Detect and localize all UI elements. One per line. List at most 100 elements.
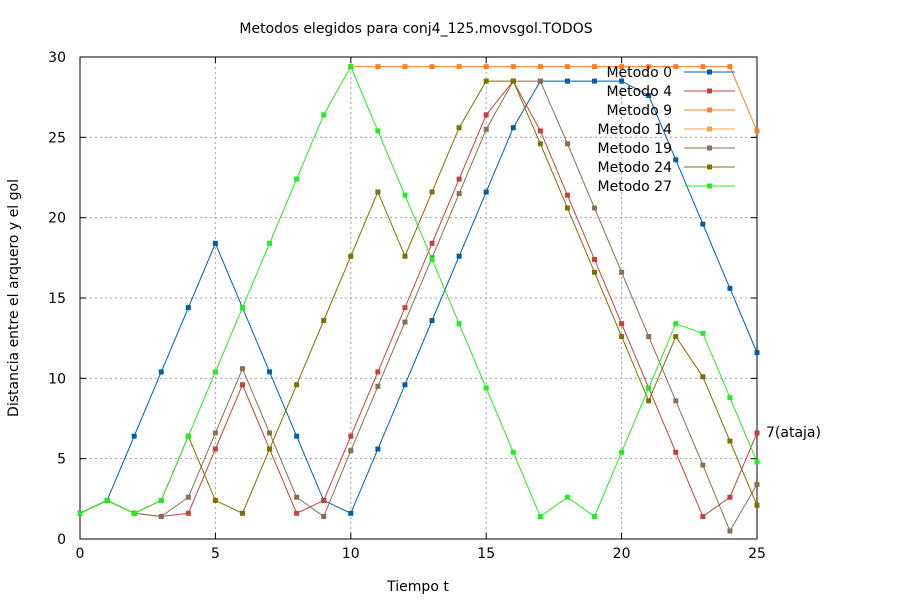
legend-label: Metodo 19 xyxy=(598,141,672,157)
data-point xyxy=(483,189,489,195)
data-point xyxy=(375,369,381,375)
data-point xyxy=(267,369,273,375)
legend-entry: Metodo 0 xyxy=(606,65,735,81)
data-point xyxy=(429,189,435,195)
chart-title: Metodos elegidos para conj4_125.movsgol.… xyxy=(239,21,592,37)
data-point xyxy=(239,366,245,372)
data-point xyxy=(700,462,706,468)
data-point xyxy=(77,510,83,516)
data-point xyxy=(754,502,760,508)
data-point xyxy=(483,126,489,132)
series-line xyxy=(79,80,758,533)
y-tick-label: 15 xyxy=(48,291,66,307)
data-point xyxy=(592,256,598,262)
data-point xyxy=(456,176,462,182)
series-layer xyxy=(77,64,760,534)
data-point xyxy=(348,253,354,259)
data-point xyxy=(212,430,218,436)
x-tick-label: 15 xyxy=(477,546,495,562)
data-point xyxy=(727,285,733,291)
data-point xyxy=(673,321,679,327)
data-point xyxy=(456,253,462,259)
data-point xyxy=(619,78,625,84)
data-point xyxy=(212,497,218,503)
data-point xyxy=(646,64,652,70)
data-point xyxy=(727,438,733,444)
data-point xyxy=(727,528,733,534)
x-tick-label: 20 xyxy=(613,546,631,562)
data-point xyxy=(239,305,245,311)
data-point xyxy=(619,269,625,275)
data-point xyxy=(619,449,625,455)
legend-entry: Metodo 14 xyxy=(598,122,735,138)
axis-ticks: 0 5 10 15 20 25 0 5 10 15 20 25 30 xyxy=(48,50,766,562)
data-point xyxy=(402,319,408,325)
y-axis-label: Distancia entre el arquero y el gol xyxy=(6,179,22,417)
y-tick-label: 0 xyxy=(57,532,66,548)
data-point xyxy=(131,433,137,439)
x-tick-label: 25 xyxy=(748,546,766,562)
legend: Metodo 0 Metodo 4 Metodo 9 Metodo 14 Metodo … xyxy=(598,65,735,195)
series-metodo-0 xyxy=(77,78,760,516)
data-point xyxy=(564,494,570,500)
data-point xyxy=(239,510,245,516)
data-point xyxy=(727,395,733,401)
legend-entry: Metodo 19 xyxy=(598,141,735,157)
data-point xyxy=(700,330,706,336)
data-point xyxy=(348,64,354,70)
data-point xyxy=(185,433,191,439)
legend-label: Metodo 0 xyxy=(606,65,672,81)
data-point xyxy=(537,64,543,70)
data-point xyxy=(537,141,543,147)
series-metodo-9 xyxy=(348,64,760,134)
data-point xyxy=(375,446,381,452)
legend-entry: Metodo 9 xyxy=(606,103,735,119)
data-point xyxy=(348,448,354,454)
data-point xyxy=(619,321,625,327)
data-point xyxy=(294,494,300,500)
data-point xyxy=(646,398,652,404)
data-point xyxy=(158,514,164,520)
x-axis-label: Tiempo t xyxy=(386,579,449,595)
data-point xyxy=(104,497,110,503)
y-tick-label: 25 xyxy=(48,130,66,146)
legend-entry: Metodo 4 xyxy=(606,84,735,100)
data-point xyxy=(564,64,570,70)
series-line xyxy=(79,80,758,514)
data-point xyxy=(727,494,733,500)
data-point xyxy=(483,64,489,70)
legend-entry: Metodo 24 xyxy=(598,160,735,176)
legend-marker xyxy=(707,183,712,189)
data-point xyxy=(646,334,652,340)
x-tick-label: 0 xyxy=(76,546,85,562)
data-point xyxy=(375,383,381,389)
data-point xyxy=(592,514,598,520)
data-point xyxy=(375,189,381,195)
data-point xyxy=(402,64,408,70)
legend-label: Metodo 14 xyxy=(598,122,673,138)
data-point xyxy=(673,449,679,455)
legend-entry: Metodo 27 xyxy=(598,179,735,195)
data-point xyxy=(510,125,516,131)
data-point xyxy=(212,446,218,452)
y-tick-label: 20 xyxy=(48,211,66,227)
data-point xyxy=(185,494,191,500)
series-line xyxy=(350,66,758,132)
series-metodo-4 xyxy=(77,78,760,520)
data-point xyxy=(619,334,625,340)
data-point xyxy=(321,112,327,118)
data-point xyxy=(402,382,408,388)
legend-label: Metodo 9 xyxy=(606,103,672,119)
data-point xyxy=(483,112,489,118)
data-point xyxy=(348,510,354,516)
data-point xyxy=(592,64,598,70)
legend-marker xyxy=(707,126,712,132)
data-point xyxy=(537,128,543,134)
data-point xyxy=(185,305,191,311)
data-point xyxy=(564,205,570,211)
data-point xyxy=(673,157,679,163)
data-point xyxy=(321,514,327,520)
data-point xyxy=(564,78,570,84)
legend-label: Metodo 4 xyxy=(606,84,672,100)
data-point xyxy=(700,64,706,70)
